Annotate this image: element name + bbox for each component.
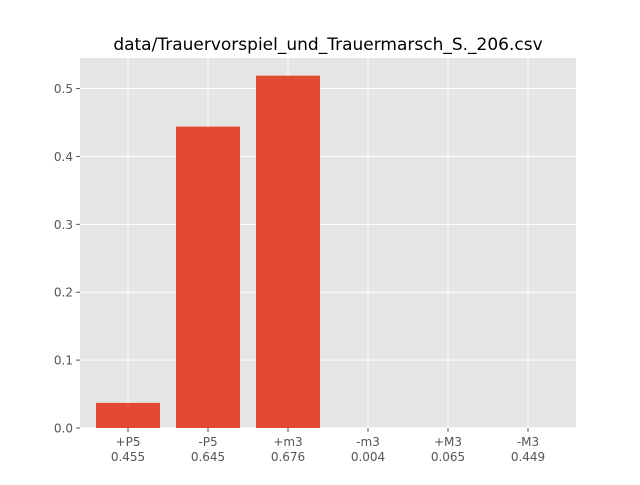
x-axis-ticks: +P50.455 -P50.645 +m30.676 -m30.004 +M30.065… [111,428,545,464]
x-tick-label: +m3 [273,435,302,449]
x-tick-sublabel: 0.455 [111,450,145,464]
x-tick-label: +M3 [434,435,462,449]
y-tick-label: 0.1 [54,354,73,368]
y-axis-ticks: 0.0 0.1 0.2 0.3 0.4 0.5 [54,82,80,436]
x-tick-sublabel: 0.645 [191,450,225,464]
bar-0 [96,402,160,428]
x-tick-label: +P5 [116,435,141,449]
x-tick-sublabel: 0.676 [271,450,305,464]
x-tick-sublabel: 0.449 [511,450,545,464]
y-tick-label: 0.2 [54,286,73,300]
x-tick-label: -m3 [356,435,380,449]
y-tick-label: 0.4 [54,150,73,164]
chart-title: data/Trauervorspiel_und_Trauermarsch_S._… [113,35,542,55]
x-tick-label: -P5 [198,435,217,449]
bar-1 [176,126,240,428]
y-tick-label: 0.0 [54,422,73,436]
plot-area [80,58,576,428]
y-tick-label: 0.3 [54,218,73,232]
bars [96,75,320,429]
y-tick-label: 0.5 [54,82,73,96]
bar-2 [256,75,320,429]
x-tick-label: -M3 [517,435,539,449]
x-tick-sublabel: 0.004 [351,450,385,464]
x-tick-sublabel: 0.065 [431,450,465,464]
